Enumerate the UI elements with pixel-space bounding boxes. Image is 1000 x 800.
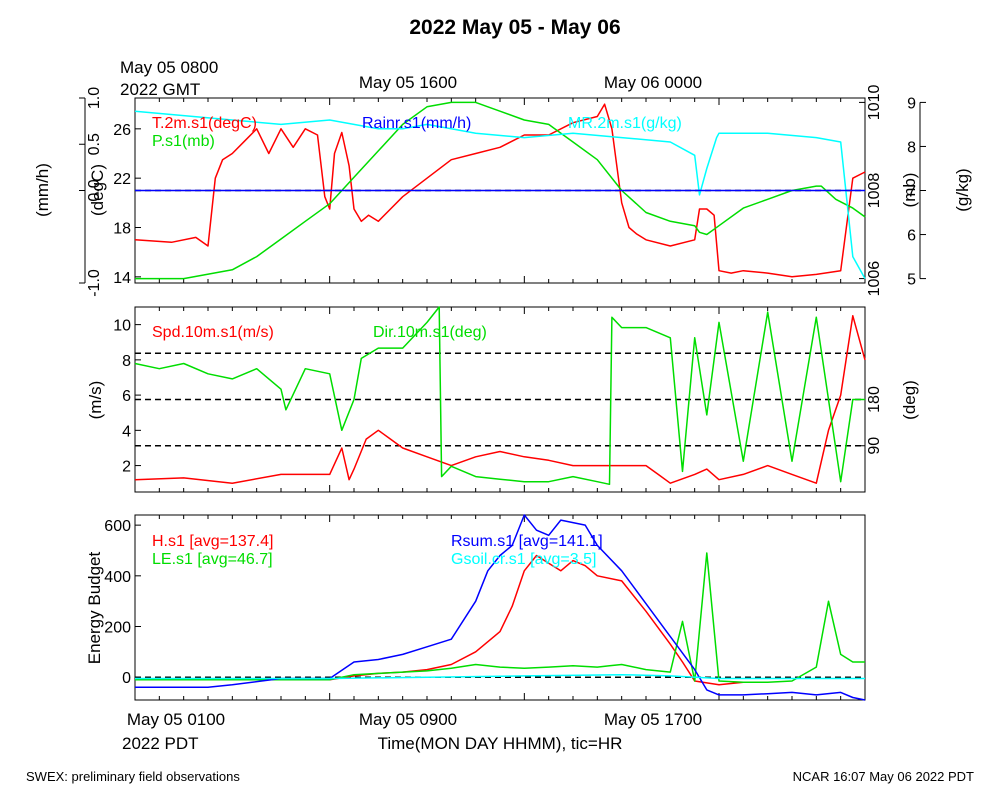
y-tick-label: 5: [907, 272, 916, 289]
ylabel-ms: (m/s): [86, 381, 105, 420]
legend-latent-heat: LE.s1 [avg=46.7]: [152, 551, 273, 568]
y-tick-label: 18: [113, 221, 131, 238]
ylabel-deg: (deg): [900, 380, 919, 420]
y-tick-label: 0: [122, 670, 131, 687]
bottom-panel-series: [135, 514, 866, 701]
bottom-time-1: May 05 0100: [127, 710, 225, 729]
bottom-time-1-year: 2022 PDT: [122, 734, 199, 753]
y-tick-label: 8: [122, 353, 131, 370]
y-tick-label: 1010: [866, 85, 883, 121]
y-tick-label: 1.0: [86, 87, 103, 109]
x-axis-label: Time(MON DAY HHMM), tic=HR: [378, 734, 623, 753]
y-tick-label: 90: [866, 437, 883, 455]
soil-heat-flux-series: [135, 673, 865, 680]
footer-right: NCAR 16:07 May 06 2022 PDT: [793, 769, 974, 784]
middle-panel-series: [134, 306, 866, 486]
y-tick-label: 6: [122, 388, 131, 405]
mixing-ratio-series: [134, 110, 866, 279]
y-tick-label: 600: [104, 518, 131, 535]
legend-pressure: P.s1(mb): [152, 133, 215, 150]
top-time-3: May 06 0000: [604, 73, 702, 92]
y-tick-label: 400: [104, 569, 131, 586]
top-panel-series: [134, 101, 866, 280]
y-tick-label: 10: [113, 318, 131, 335]
legend-direction: Dir.10m.s1(deg): [373, 324, 487, 341]
ylabel-degc: (degC): [88, 164, 107, 216]
y-tick-label: 8: [907, 139, 916, 156]
footer-left: SWEX: preliminary field observations: [26, 769, 240, 784]
temperature-series: [134, 103, 866, 278]
y-tick-label: 200: [104, 620, 131, 637]
wind-direction-series: [134, 306, 865, 486]
y-tick-label: 14: [113, 270, 131, 287]
top-time-2: May 05 1600: [359, 73, 457, 92]
legend-speed: Spd.10m.s1(m/s): [152, 324, 274, 341]
y-tick-label: 0.5: [86, 133, 103, 155]
ylabel-energy: Energy Budget: [85, 551, 104, 664]
y-tick-label: 180: [866, 386, 883, 413]
ylabel-mb: (mb): [900, 173, 919, 208]
middle-panel-axes: 2 4 6 8 10 90 180: [113, 307, 883, 492]
legend-radiation: Rsum.s1 [avg=141.1]: [451, 533, 603, 550]
legend-sensible-heat: H.s1 [avg=137.4]: [152, 533, 273, 550]
net-radiation-series: [135, 514, 866, 701]
ylabel-gkg: (g/kg): [953, 168, 972, 211]
y-tick-label: 1008: [866, 173, 883, 209]
bottom-panel-axes: 0 200 400 600: [104, 515, 866, 700]
y-tick-label: 4: [122, 423, 131, 440]
ylabel-mmh: (mm/h): [33, 163, 52, 217]
legend-temp: T.2m.s1(degC): [152, 115, 257, 132]
bottom-time-2: May 05 0900: [359, 710, 457, 729]
legend-mixratio: MR.2m.s1(g/kg): [568, 115, 682, 132]
wind-speed-series: [134, 315, 866, 484]
top-panel-axes: -1.0 0.0 0.5 1.0 14 18 22 26 1006 1008 1010 5 6 7 8 9: [79, 85, 926, 297]
y-tick-label: 22: [113, 171, 131, 188]
bottom-time-3: May 05 1700: [604, 710, 702, 729]
y-tick-label: 6: [907, 228, 916, 245]
pressure-series: [135, 101, 866, 280]
y-tick-label: 1006: [866, 261, 883, 297]
top-time-1-line2: 2022 GMT: [120, 80, 200, 99]
top-time-1-line1: May 05 0800: [120, 58, 218, 77]
y-tick-label: 7: [907, 184, 916, 201]
legend-soil-flux: Gsoil.cr.s1 [avg=3.5]: [451, 551, 596, 568]
chart-title: 2022 May 05 - May 06: [409, 16, 620, 39]
y-tick-label: 0.0: [86, 179, 103, 201]
sensible-heat-series: [135, 554, 744, 686]
latent-heat-series: [135, 552, 865, 684]
y-tick-label: 9: [907, 95, 916, 112]
y-tick-label: 26: [113, 122, 131, 139]
legend-rain: Rainr.s1(mm/h): [362, 115, 471, 132]
y-tick-label: -1.0: [86, 269, 103, 297]
y-tick-label: 2: [122, 459, 131, 476]
